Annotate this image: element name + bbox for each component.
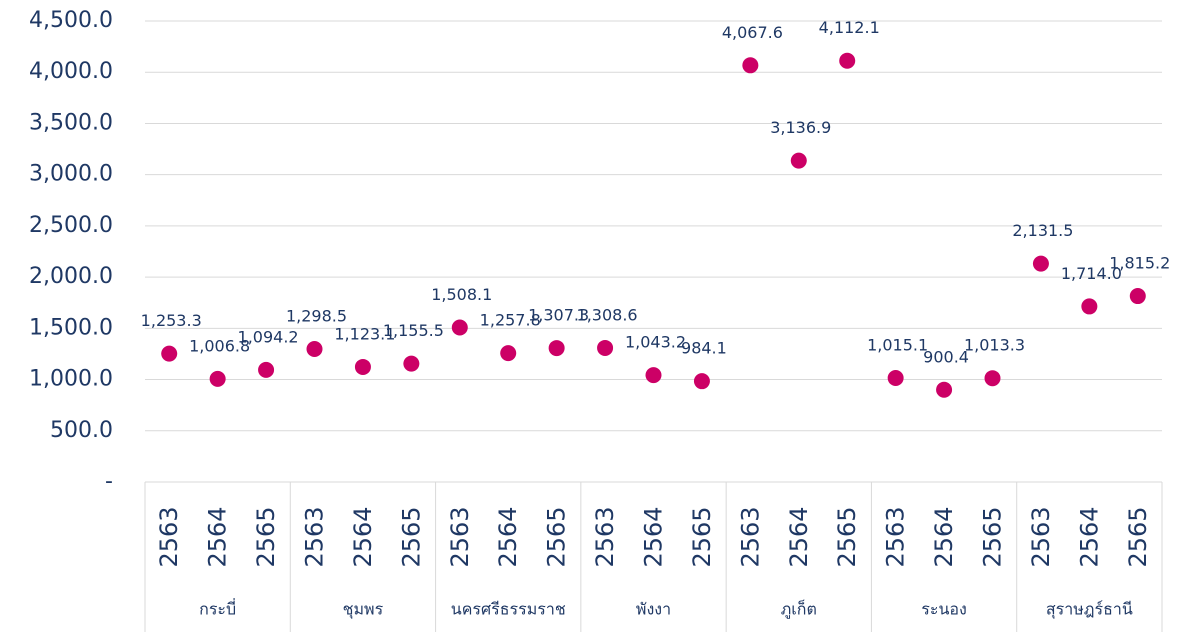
data-label: 1,094.2	[238, 327, 299, 346]
y-tick-label: 1,000.0	[29, 367, 113, 392]
y-tick-label: 4,000.0	[29, 59, 113, 84]
data-label: 1,155.5	[383, 321, 444, 340]
x-tick-label: 2563	[882, 506, 910, 567]
point	[306, 340, 323, 357]
group-label: กระบี่	[199, 598, 236, 619]
data-label: 1,714.0	[1061, 264, 1122, 283]
data-label: 4,067.6	[722, 23, 783, 42]
y-tick-label: 2,500.0	[29, 213, 113, 238]
point	[209, 370, 226, 387]
y-tick-label: 2,000.0	[29, 264, 113, 289]
point	[645, 367, 662, 384]
point	[1129, 288, 1146, 305]
x-tick-label: 2564	[349, 506, 377, 567]
point	[742, 57, 759, 74]
data-label: 1,307.3	[528, 306, 589, 325]
x-tick-label: 2565	[979, 506, 1007, 567]
x-tick-label: 2564	[1075, 506, 1103, 567]
data-label: 1,815.2	[1109, 254, 1170, 273]
point	[1081, 298, 1098, 315]
point	[693, 373, 710, 390]
x-tick-label: 2565	[252, 506, 280, 567]
point	[500, 345, 517, 362]
x-tick-label: 2564	[494, 506, 522, 567]
y-tick-label: 500.0	[50, 418, 113, 443]
x-tick-label: 2565	[397, 506, 425, 567]
data-label: 2,131.5	[1012, 221, 1073, 240]
y-tick-label: 3,500.0	[29, 110, 113, 135]
point	[597, 339, 614, 356]
point	[548, 340, 565, 357]
x-tick-label: 2564	[204, 506, 232, 567]
group-label: สุราษฎร์ธานี	[1046, 600, 1133, 620]
group-label: พังงา	[636, 600, 671, 619]
x-tick-label: 2565	[543, 506, 571, 567]
data-label: 1,123.1	[334, 324, 395, 343]
point	[403, 355, 420, 372]
x-tick-label: 2563	[736, 506, 764, 567]
x-tick-label: 2564	[785, 506, 813, 567]
point	[161, 345, 178, 362]
y-tick-label: 1,500.0	[29, 315, 113, 340]
group-label: นครศรีธรรมราช	[451, 600, 566, 619]
data-label: 1,013.3	[964, 336, 1025, 355]
data-label: 1,257.8	[480, 311, 541, 330]
point	[839, 52, 856, 69]
x-tick-label: 2564	[640, 506, 668, 567]
x-tick-label: 2565	[688, 506, 716, 567]
data-label: 1,308.6	[577, 305, 638, 324]
x-tick-label: 2564	[930, 506, 958, 567]
data-label: 1,508.1	[431, 285, 492, 304]
point	[936, 381, 953, 398]
data-label: 984.1	[681, 339, 727, 358]
data-label: 1,253.3	[141, 311, 202, 330]
data-label: 4,112.1	[819, 18, 880, 37]
y-tick-label: -	[105, 469, 113, 494]
point	[1032, 255, 1049, 272]
x-tick-label: 2563	[591, 506, 619, 567]
data-label: 3,136.9	[770, 118, 831, 137]
x-tick-label: 2563	[446, 506, 474, 567]
point	[451, 319, 468, 336]
group-label: ชุมพร	[343, 600, 384, 620]
point	[887, 370, 904, 387]
x-tick-label: 2563	[301, 506, 329, 567]
data-label: 1,015.1	[867, 336, 928, 355]
data-label: 1,298.5	[286, 306, 347, 325]
group-label: ภูเก็ต	[781, 599, 817, 620]
x-tick-label: 2565	[833, 506, 861, 567]
y-tick-label: 4,500.0	[29, 8, 113, 33]
group-label: ระนอง	[921, 600, 967, 619]
x-tick-label: 2563	[1027, 506, 1055, 567]
point	[790, 152, 807, 169]
data-label: 1,043.2	[625, 333, 686, 352]
point	[354, 358, 371, 375]
y-tick-label: 3,000.0	[29, 162, 113, 187]
data-label: 900.4	[923, 347, 969, 366]
point	[984, 370, 1001, 387]
x-tick-label: 2565	[1124, 506, 1152, 567]
x-tick-label: 2563	[155, 506, 183, 567]
point	[258, 361, 275, 378]
data-label: 1,006.8	[189, 336, 250, 355]
